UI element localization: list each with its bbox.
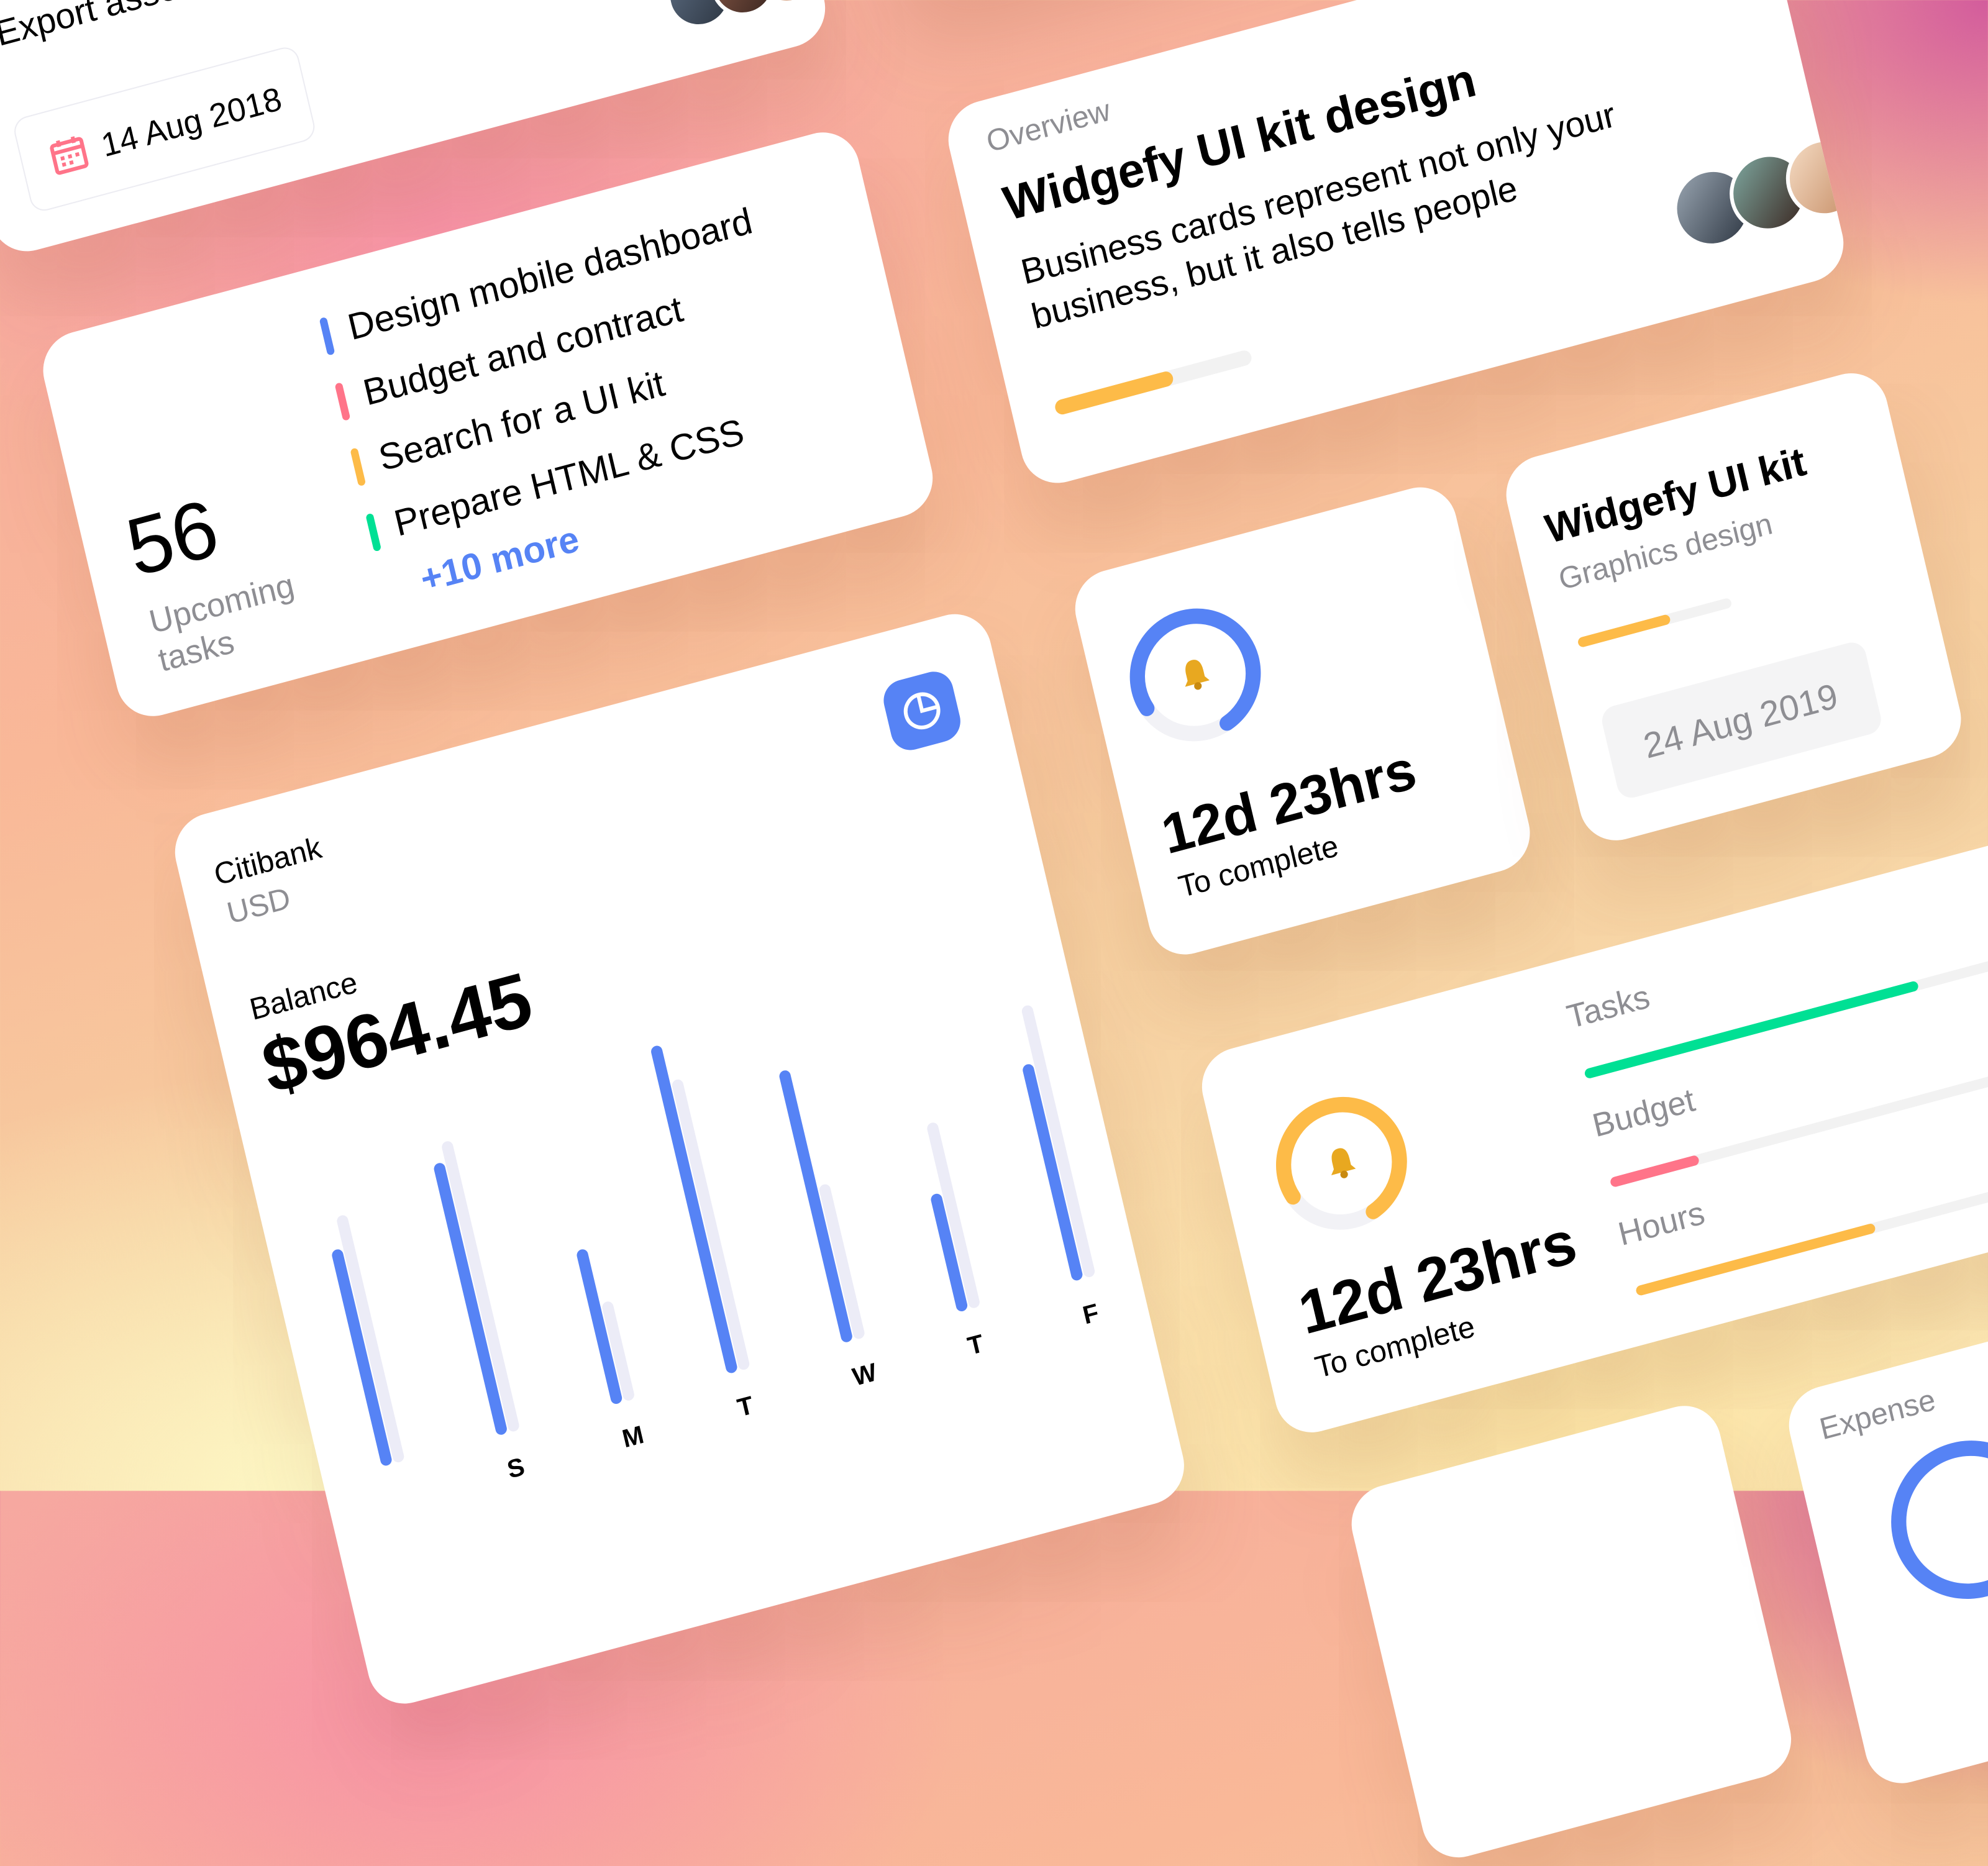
progress-row-label: Hours <box>1614 1193 1708 1254</box>
date-chip[interactable]: 24 Aug 2019 <box>1598 639 1884 801</box>
project-progress-card[interactable]: 12d 23hrs To complete Tasks60%Budget$560… <box>1194 796 1988 1441</box>
progress-ring <box>1129 608 1261 742</box>
pie-chart-icon <box>903 692 941 730</box>
bar-primary <box>650 1044 739 1375</box>
bar-day-label: M <box>619 1421 647 1454</box>
date-text: 24 Aug 2019 <box>1639 676 1842 767</box>
overview-progress-fill <box>1053 370 1175 416</box>
bank-name: Citibank <box>211 831 326 893</box>
avatar-group <box>660 0 827 36</box>
bar-day-label: T <box>734 1391 757 1423</box>
bar-day-label: W <box>850 1359 880 1393</box>
progress-ring <box>1275 1096 1407 1230</box>
task-count: 56 <box>118 481 227 594</box>
upcoming-tasks-card[interactable]: 56 Upcoming tasks Design mobile dashboar… <box>35 124 941 725</box>
ring-progress <box>1129 608 1261 742</box>
timer-card[interactable]: 12d 23hrs To complete <box>1067 478 1538 963</box>
bar-day-label: S <box>504 1453 528 1485</box>
bar-secondary <box>440 1140 521 1433</box>
bar-day-label: F <box>1080 1299 1102 1331</box>
date-chip[interactable]: 14 Aug 2018 <box>11 44 318 214</box>
progress-row-fill <box>1609 1154 1701 1188</box>
progress-row-label: Tasks <box>1563 977 1654 1036</box>
overview-progress-bar <box>1053 348 1253 416</box>
task-color-marker <box>350 447 367 487</box>
task-color-marker <box>319 316 335 356</box>
avatar-group <box>1665 129 1851 257</box>
expense-ring <box>1875 1422 1988 1617</box>
expense-title: Expense <box>1817 1383 1939 1447</box>
progress-row-label: Budget <box>1589 1080 1698 1145</box>
bar-secondary <box>671 1078 751 1372</box>
bar-day-label: T <box>965 1330 987 1362</box>
task-color-marker <box>365 512 382 552</box>
chart-button[interactable] <box>879 667 965 755</box>
bell-icon <box>1331 1148 1356 1178</box>
bell-icon <box>1185 660 1210 690</box>
bar-primary <box>778 1069 854 1344</box>
kit-progress-fill <box>1577 613 1672 649</box>
showcase-stage: Export assers fo 14 Aug 2018 56 Upcoming… <box>0 0 1988 1617</box>
balance-amount: $964.45 <box>254 956 540 1111</box>
export-title: Export assers fo <box>0 0 249 54</box>
expense-card[interactable]: Expense <box>1781 1291 1988 1792</box>
partial-card-bottom <box>1344 1397 1799 1866</box>
bar-primary <box>432 1162 508 1436</box>
task-color-marker <box>334 382 351 421</box>
overview-eyebrow: Overview <box>983 93 1114 160</box>
bar-secondary <box>335 1214 406 1464</box>
date-text: 14 Aug 2018 <box>98 79 286 165</box>
export-card[interactable]: Export assers fo 14 Aug 2018 <box>0 0 833 260</box>
kit-progress-bar <box>1577 597 1733 649</box>
ring-progress <box>1275 1096 1407 1230</box>
calendar-icon <box>50 136 89 175</box>
ui-kit-card[interactable]: Widgefy UI kit Graphics design 24 Aug 20… <box>1498 365 1969 849</box>
bar-secondary <box>1020 1004 1096 1279</box>
